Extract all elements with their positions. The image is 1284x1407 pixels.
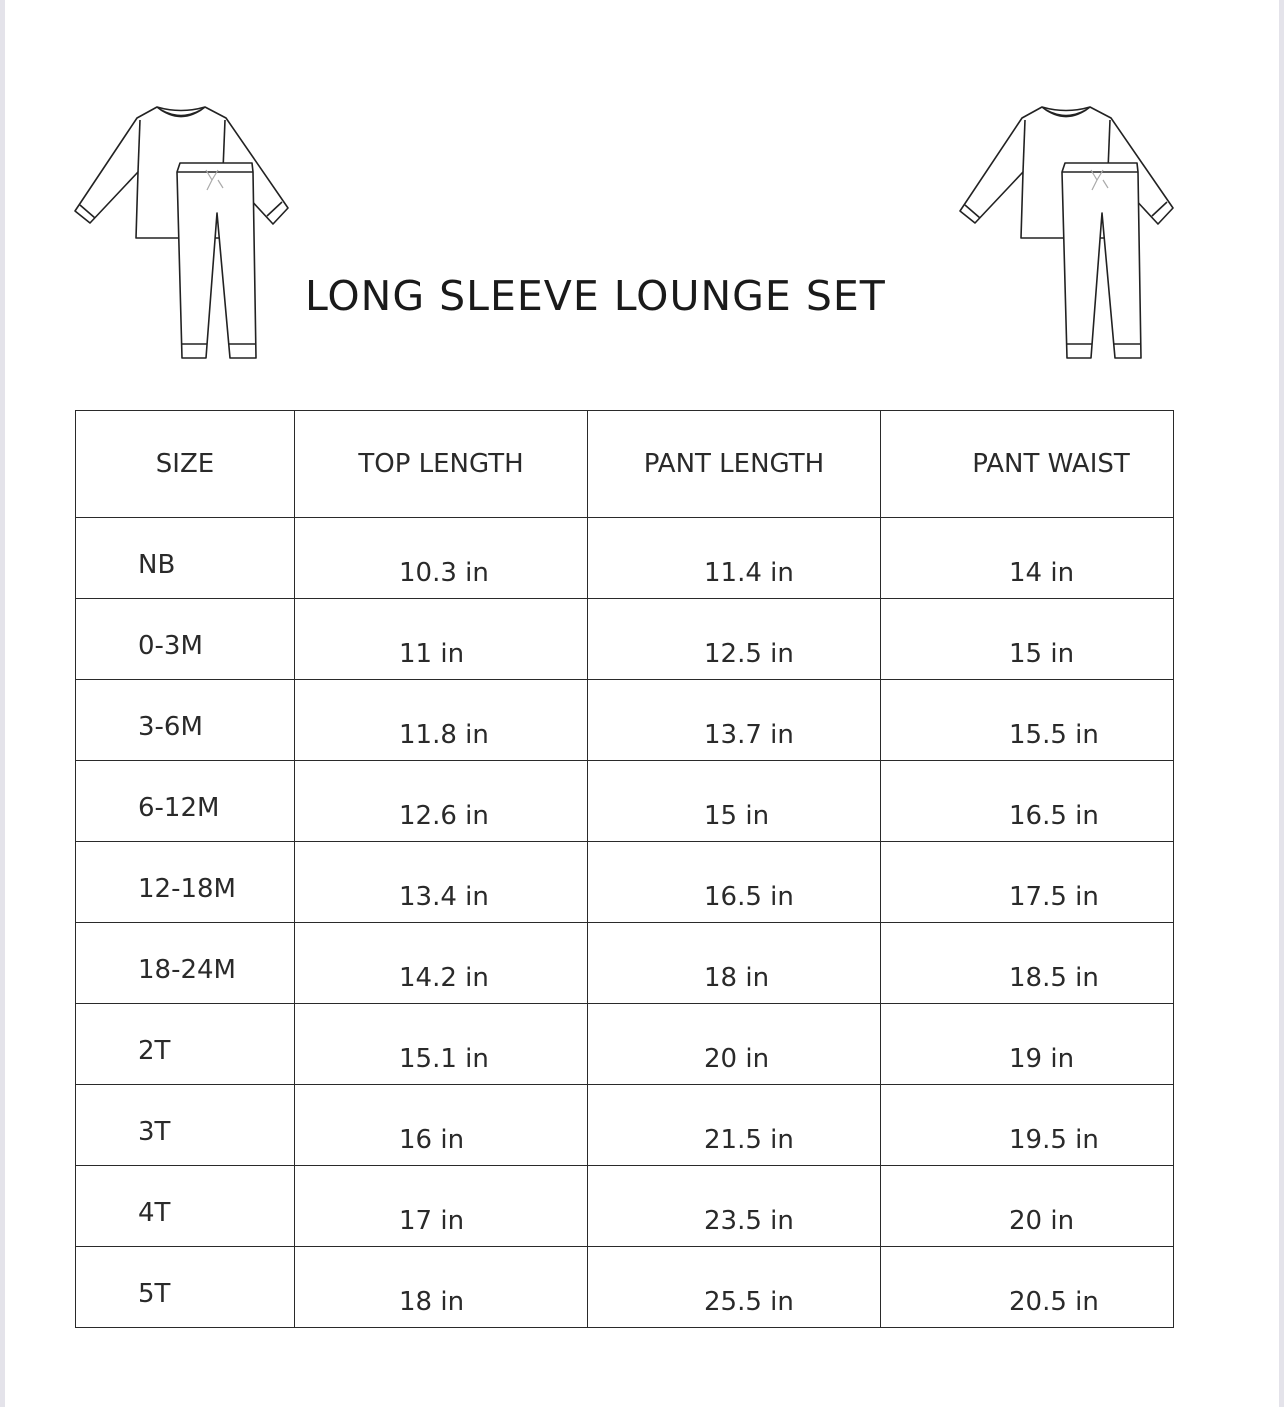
table-row: 6-12M 12.6 in 15 in 16.5 in bbox=[75, 760, 1174, 842]
pant-length-cell: 16.5 in bbox=[587, 841, 881, 923]
top-length-cell: 14.2 in bbox=[294, 922, 588, 1004]
top-length-cell: 13.4 in bbox=[294, 841, 588, 923]
size-cell: 5T bbox=[75, 1246, 295, 1328]
table-row: 4T 17 in 23.5 in 20 in bbox=[75, 1165, 1174, 1247]
table-row: 3T 16 in 21.5 in 19.5 in bbox=[75, 1084, 1174, 1166]
size-cell: 3T bbox=[75, 1084, 295, 1166]
header-pant-length: PANT LENGTH bbox=[587, 410, 881, 518]
lounge-set-illustration-left bbox=[60, 90, 310, 370]
top-length-cell: 10.3 in bbox=[294, 517, 588, 599]
size-cell: 2T bbox=[75, 1003, 295, 1085]
table-header-row: SIZE TOP LENGTH PANT LENGTH PANT WAIST bbox=[75, 410, 1174, 518]
pant-length-cell: 25.5 in bbox=[587, 1246, 881, 1328]
lounge-set-illustration-right bbox=[945, 90, 1195, 370]
table-row: 5T 18 in 25.5 in 20.5 in bbox=[75, 1246, 1174, 1328]
size-cell: 18-24M bbox=[75, 922, 295, 1004]
header-top-length: TOP LENGTH bbox=[294, 410, 588, 518]
top-length-cell: 15.1 in bbox=[294, 1003, 588, 1085]
pant-length-cell: 15 in bbox=[587, 760, 881, 842]
pant-waist-cell: 20.5 in bbox=[880, 1246, 1174, 1328]
table-row: 18-24M 14.2 in 18 in 18.5 in bbox=[75, 922, 1174, 1004]
table-row: 0-3M 11 in 12.5 in 15 in bbox=[75, 598, 1174, 680]
pant-waist-cell: 18.5 in bbox=[880, 922, 1174, 1004]
pants-outline bbox=[176, 162, 257, 359]
page-edge-left bbox=[0, 0, 5, 1407]
size-chart-table: SIZE TOP LENGTH PANT LENGTH PANT WAIST N… bbox=[75, 410, 1174, 1328]
size-cell: 6-12M bbox=[75, 760, 295, 842]
pant-waist-cell: 15.5 in bbox=[880, 679, 1174, 761]
pant-waist-cell: 20 in bbox=[880, 1165, 1174, 1247]
page-title: LONG SLEEVE LOUNGE SET bbox=[305, 272, 886, 320]
pants-outline bbox=[1061, 162, 1142, 359]
size-cell: 0-3M bbox=[75, 598, 295, 680]
pant-length-cell: 20 in bbox=[587, 1003, 881, 1085]
table-row: 2T 15.1 in 20 in 19 in bbox=[75, 1003, 1174, 1085]
table-row: NB 10.3 in 11.4 in 14 in bbox=[75, 517, 1174, 599]
size-cell: 3-6M bbox=[75, 679, 295, 761]
pant-length-cell: 13.7 in bbox=[587, 679, 881, 761]
top-length-cell: 17 in bbox=[294, 1165, 588, 1247]
header-pant-waist: PANT WAIST bbox=[880, 410, 1174, 518]
header-size: SIZE bbox=[75, 410, 295, 518]
pant-length-cell: 18 in bbox=[587, 922, 881, 1004]
pant-waist-cell: 19.5 in bbox=[880, 1084, 1174, 1166]
pant-length-cell: 21.5 in bbox=[587, 1084, 881, 1166]
pant-waist-cell: 16.5 in bbox=[880, 760, 1174, 842]
pant-length-cell: 23.5 in bbox=[587, 1165, 881, 1247]
pant-waist-cell: 15 in bbox=[880, 598, 1174, 680]
table-row: 12-18M 13.4 in 16.5 in 17.5 in bbox=[75, 841, 1174, 923]
pant-waist-cell: 14 in bbox=[880, 517, 1174, 599]
page-edge-right bbox=[1279, 0, 1284, 1407]
pant-waist-cell: 19 in bbox=[880, 1003, 1174, 1085]
pant-waist-cell: 17.5 in bbox=[880, 841, 1174, 923]
pant-length-cell: 11.4 in bbox=[587, 517, 881, 599]
top-length-cell: 12.6 in bbox=[294, 760, 588, 842]
top-length-cell: 11.8 in bbox=[294, 679, 588, 761]
size-cell: 12-18M bbox=[75, 841, 295, 923]
pant-length-cell: 12.5 in bbox=[587, 598, 881, 680]
size-cell: 4T bbox=[75, 1165, 295, 1247]
top-length-cell: 16 in bbox=[294, 1084, 588, 1166]
table-row: 3-6M 11.8 in 13.7 in 15.5 in bbox=[75, 679, 1174, 761]
size-cell: NB bbox=[75, 517, 295, 599]
top-length-cell: 11 in bbox=[294, 598, 588, 680]
top-length-cell: 18 in bbox=[294, 1246, 588, 1328]
